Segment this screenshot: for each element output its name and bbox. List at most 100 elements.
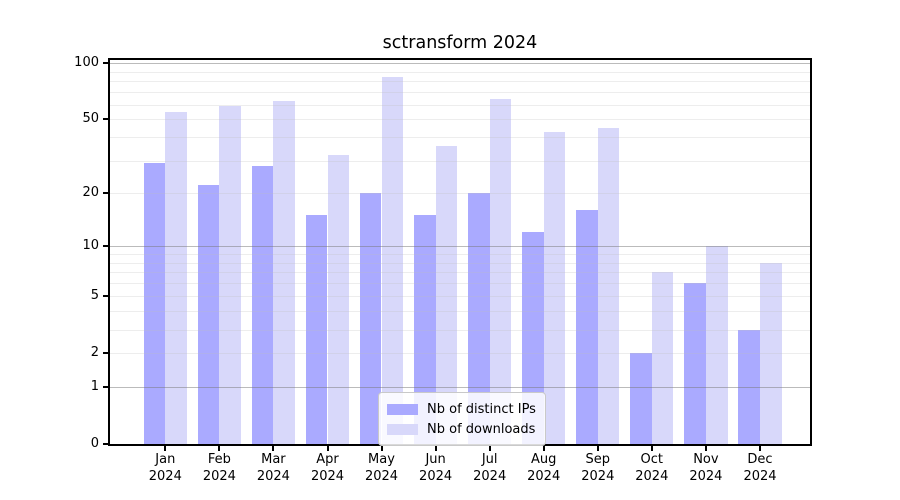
x-tick-month: Oct — [640, 452, 664, 467]
x-tick-year: 2024 — [202, 468, 236, 484]
y-tick-label-50: 50 — [82, 111, 99, 127]
bar-downloads-feb — [219, 106, 242, 444]
minor-gridline-50 — [110, 119, 810, 121]
x-tick-month: Apr — [316, 452, 339, 467]
x-tick-month: Jan — [155, 452, 176, 467]
minor-gridline-20 — [110, 192, 810, 194]
minor-gridline-90 — [110, 71, 810, 73]
legend-label-distinct-ips: Nb of distinct IPs — [427, 401, 536, 417]
minor-gridline-30 — [110, 160, 810, 162]
x-tick-label-mar: Mar 2024 — [243, 452, 303, 485]
minor-gridline-60 — [110, 104, 810, 106]
x-tick-apr — [326, 446, 329, 451]
x-tick-month: Mar — [261, 452, 286, 467]
y-tick-1 — [103, 385, 108, 388]
major-gridline-100 — [110, 63, 810, 64]
x-tick-month: Feb — [207, 452, 231, 467]
y-tick-label-1: 1 — [90, 378, 99, 394]
x-tick-aug — [542, 446, 545, 451]
x-tick-month: Jun — [425, 452, 446, 467]
legend-swatch-downloads — [387, 423, 418, 435]
bar-distinct-ips-oct — [630, 353, 652, 444]
bar-downloads-jan — [165, 111, 187, 444]
y-tick-50 — [103, 118, 108, 121]
x-tick-label-jul: Jul 2024 — [460, 452, 520, 485]
bar-distinct-ips-dec — [738, 329, 760, 444]
minor-gridline-8 — [110, 262, 810, 264]
bar-downloads-aug — [543, 131, 566, 444]
x-tick-year: 2024 — [148, 468, 182, 484]
bar-distinct-ips-jan — [143, 163, 166, 444]
minor-gridline-9 — [110, 253, 810, 255]
legend-row-distinct-ips: Nb of distinct IPs — [387, 399, 536, 419]
legend-label-downloads: Nb of downloads — [427, 421, 536, 437]
bar-distinct-ips-apr — [305, 215, 328, 444]
bar-downloads-jul — [489, 99, 512, 444]
y-tick-2 — [103, 352, 108, 355]
x-tick-year: 2024 — [310, 468, 345, 484]
bar-downloads-jun — [435, 145, 458, 444]
x-tick-year: 2024 — [581, 468, 615, 484]
bar-distinct-ips-feb — [197, 185, 220, 444]
y-tick-10 — [103, 245, 108, 247]
chart-title: sctransform 2024 — [382, 33, 538, 53]
bar-downloads-dec — [760, 262, 782, 444]
x-tick-label-feb: Feb 2024 — [189, 452, 249, 485]
minor-gridline-80 — [110, 81, 810, 83]
bar-downloads-sep — [597, 127, 620, 444]
x-tick-year: 2024 — [256, 468, 290, 484]
bar-distinct-ips-aug — [522, 232, 544, 444]
minor-gridline-7 — [110, 272, 810, 274]
bar-distinct-ips-sep — [576, 210, 598, 444]
x-tick-label-jan: Jan 2024 — [135, 452, 195, 485]
x-tick-sep — [596, 446, 599, 451]
y-tick-label-100: 100 — [74, 55, 99, 70]
y-tick-label-2: 2 — [90, 345, 99, 361]
y-tick-20 — [103, 191, 108, 194]
bar-downloads-nov — [705, 246, 728, 444]
x-tick-year: 2024 — [527, 468, 561, 484]
x-tick-label-oct: Oct 2024 — [622, 452, 682, 485]
x-tick-month: Sep — [585, 452, 611, 467]
bar-distinct-ips-nov — [684, 283, 706, 444]
minor-gridline-40 — [110, 137, 810, 139]
x-tick-year: 2024 — [635, 468, 669, 484]
legend: Nb of distinct IPs Nb of downloads — [378, 392, 546, 446]
minor-gridline-2 — [110, 353, 810, 355]
x-tick-jan — [164, 446, 167, 451]
x-tick-jul — [488, 446, 491, 451]
y-tick-5 — [103, 295, 108, 298]
x-tick-label-dec: Dec 2024 — [730, 452, 790, 485]
x-tick-year: 2024 — [419, 468, 453, 484]
bar-distinct-ips-may — [359, 192, 382, 444]
legend-row-downloads: Nb of downloads — [387, 419, 536, 439]
legend-swatch-distinct-ips — [387, 403, 418, 415]
minor-gridline-5 — [110, 296, 810, 298]
x-tick-month: Aug — [530, 452, 557, 467]
bar-downloads-may — [381, 77, 404, 444]
x-tick-mar — [272, 446, 275, 451]
y-tick-label-5: 5 — [90, 288, 99, 304]
x-tick-label-nov: Nov 2024 — [676, 452, 736, 485]
bar-downloads-apr — [327, 155, 350, 444]
major-gridline-1 — [110, 386, 810, 388]
bar-distinct-ips-jul — [468, 192, 490, 444]
y-tick-label-0: 0 — [90, 436, 99, 451]
x-tick-jun — [434, 446, 437, 451]
y-tick-0 — [103, 443, 108, 445]
x-tick-dec — [759, 446, 761, 451]
x-tick-year: 2024 — [743, 468, 777, 484]
x-tick-label-sep: Sep 2024 — [568, 452, 628, 485]
x-tick-may — [380, 446, 383, 451]
x-tick-label-jun: Jun 2024 — [406, 452, 466, 485]
minor-gridline-6 — [110, 283, 810, 285]
x-tick-month: May — [368, 452, 395, 467]
bar-downloads-mar — [273, 100, 296, 444]
minor-gridline-3 — [110, 329, 810, 331]
x-tick-nov — [704, 446, 707, 451]
x-tick-label-apr: Apr 2024 — [298, 452, 358, 485]
minor-gridline-4 — [110, 311, 810, 313]
x-tick-year: 2024 — [364, 468, 399, 484]
y-tick-label-10: 10 — [82, 238, 99, 253]
